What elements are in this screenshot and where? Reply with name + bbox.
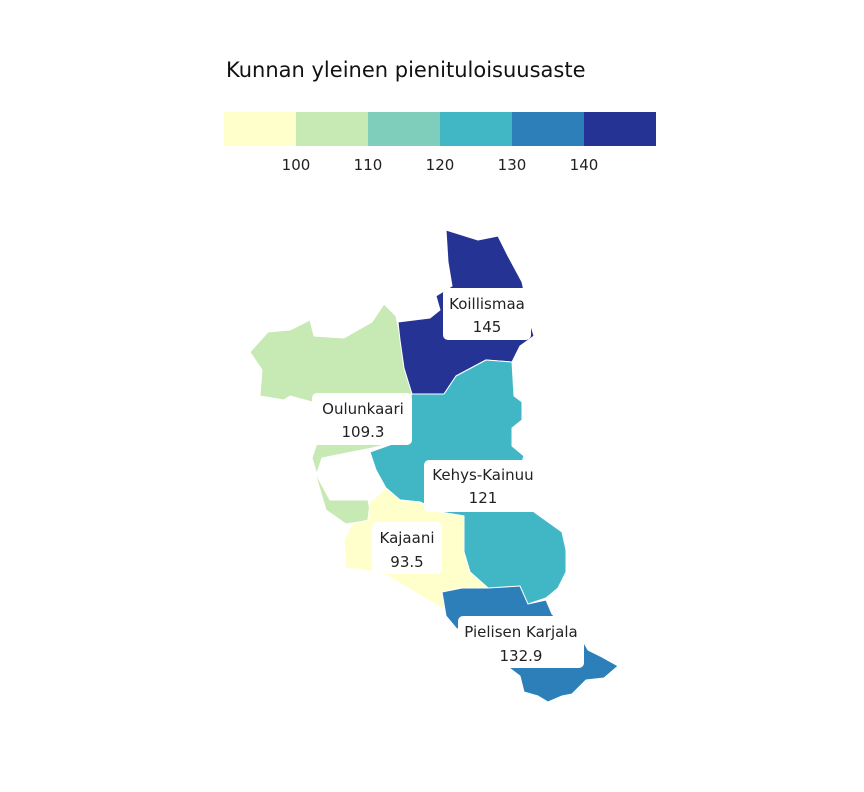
label-name-oulunkaari: Oulunkaari: [322, 400, 404, 418]
label-name-kajaani: Kajaani: [380, 529, 435, 547]
label-box-oulunkaari: [312, 393, 412, 445]
legend-color-bar: [224, 112, 656, 146]
legend-swatch-6: [584, 112, 656, 146]
label-value-pielisen-karjala: 132.9: [500, 647, 543, 665]
label-value-kehys-kainuu: 121: [469, 489, 498, 507]
label-box-kajaani: [372, 522, 442, 574]
label-kehys-kainuu: Kehys-Kainuu 121: [424, 460, 540, 512]
legend-swatch-1: [224, 112, 296, 146]
label-value-koillismaa: 145: [473, 318, 502, 336]
label-box-pielisen-karjala: [458, 616, 584, 668]
region-labels: Koillismaa 145 Oulunkaari 109.3 Kehys-Ka…: [312, 288, 584, 668]
legend-swatch-4: [440, 112, 512, 146]
label-pielisen-karjala: Pielisen Karjala 132.9: [458, 616, 584, 668]
label-value-kajaani: 93.5: [390, 553, 423, 571]
label-box-koillismaa: [443, 288, 531, 340]
label-name-pielisen-karjala: Pielisen Karjala: [464, 623, 577, 641]
legend-ticks: 100 110 120 130 140: [282, 156, 599, 174]
label-name-kehys-kainuu: Kehys-Kainuu: [432, 466, 533, 484]
label-koillismaa: Koillismaa 145: [443, 288, 531, 340]
legend-swatch-3: [368, 112, 440, 146]
legend-swatch-5: [512, 112, 584, 146]
label-value-oulunkaari: 109.3: [342, 423, 385, 441]
label-oulunkaari: Oulunkaari 109.3: [312, 393, 412, 445]
legend-tick-140: 140: [570, 156, 599, 174]
legend-swatch-2: [296, 112, 368, 146]
label-kajaani: Kajaani 93.5: [372, 522, 442, 574]
label-name-koillismaa: Koillismaa: [449, 295, 525, 313]
legend-tick-100: 100: [282, 156, 311, 174]
label-box-kehys-kainuu: [424, 460, 540, 512]
legend-tick-130: 130: [498, 156, 527, 174]
legend-title: Kunnan yleinen pienituloisuusaste: [226, 58, 586, 82]
legend: Kunnan yleinen pienituloisuusaste 100 11…: [224, 58, 656, 174]
legend-tick-110: 110: [354, 156, 383, 174]
legend-tick-120: 120: [426, 156, 455, 174]
